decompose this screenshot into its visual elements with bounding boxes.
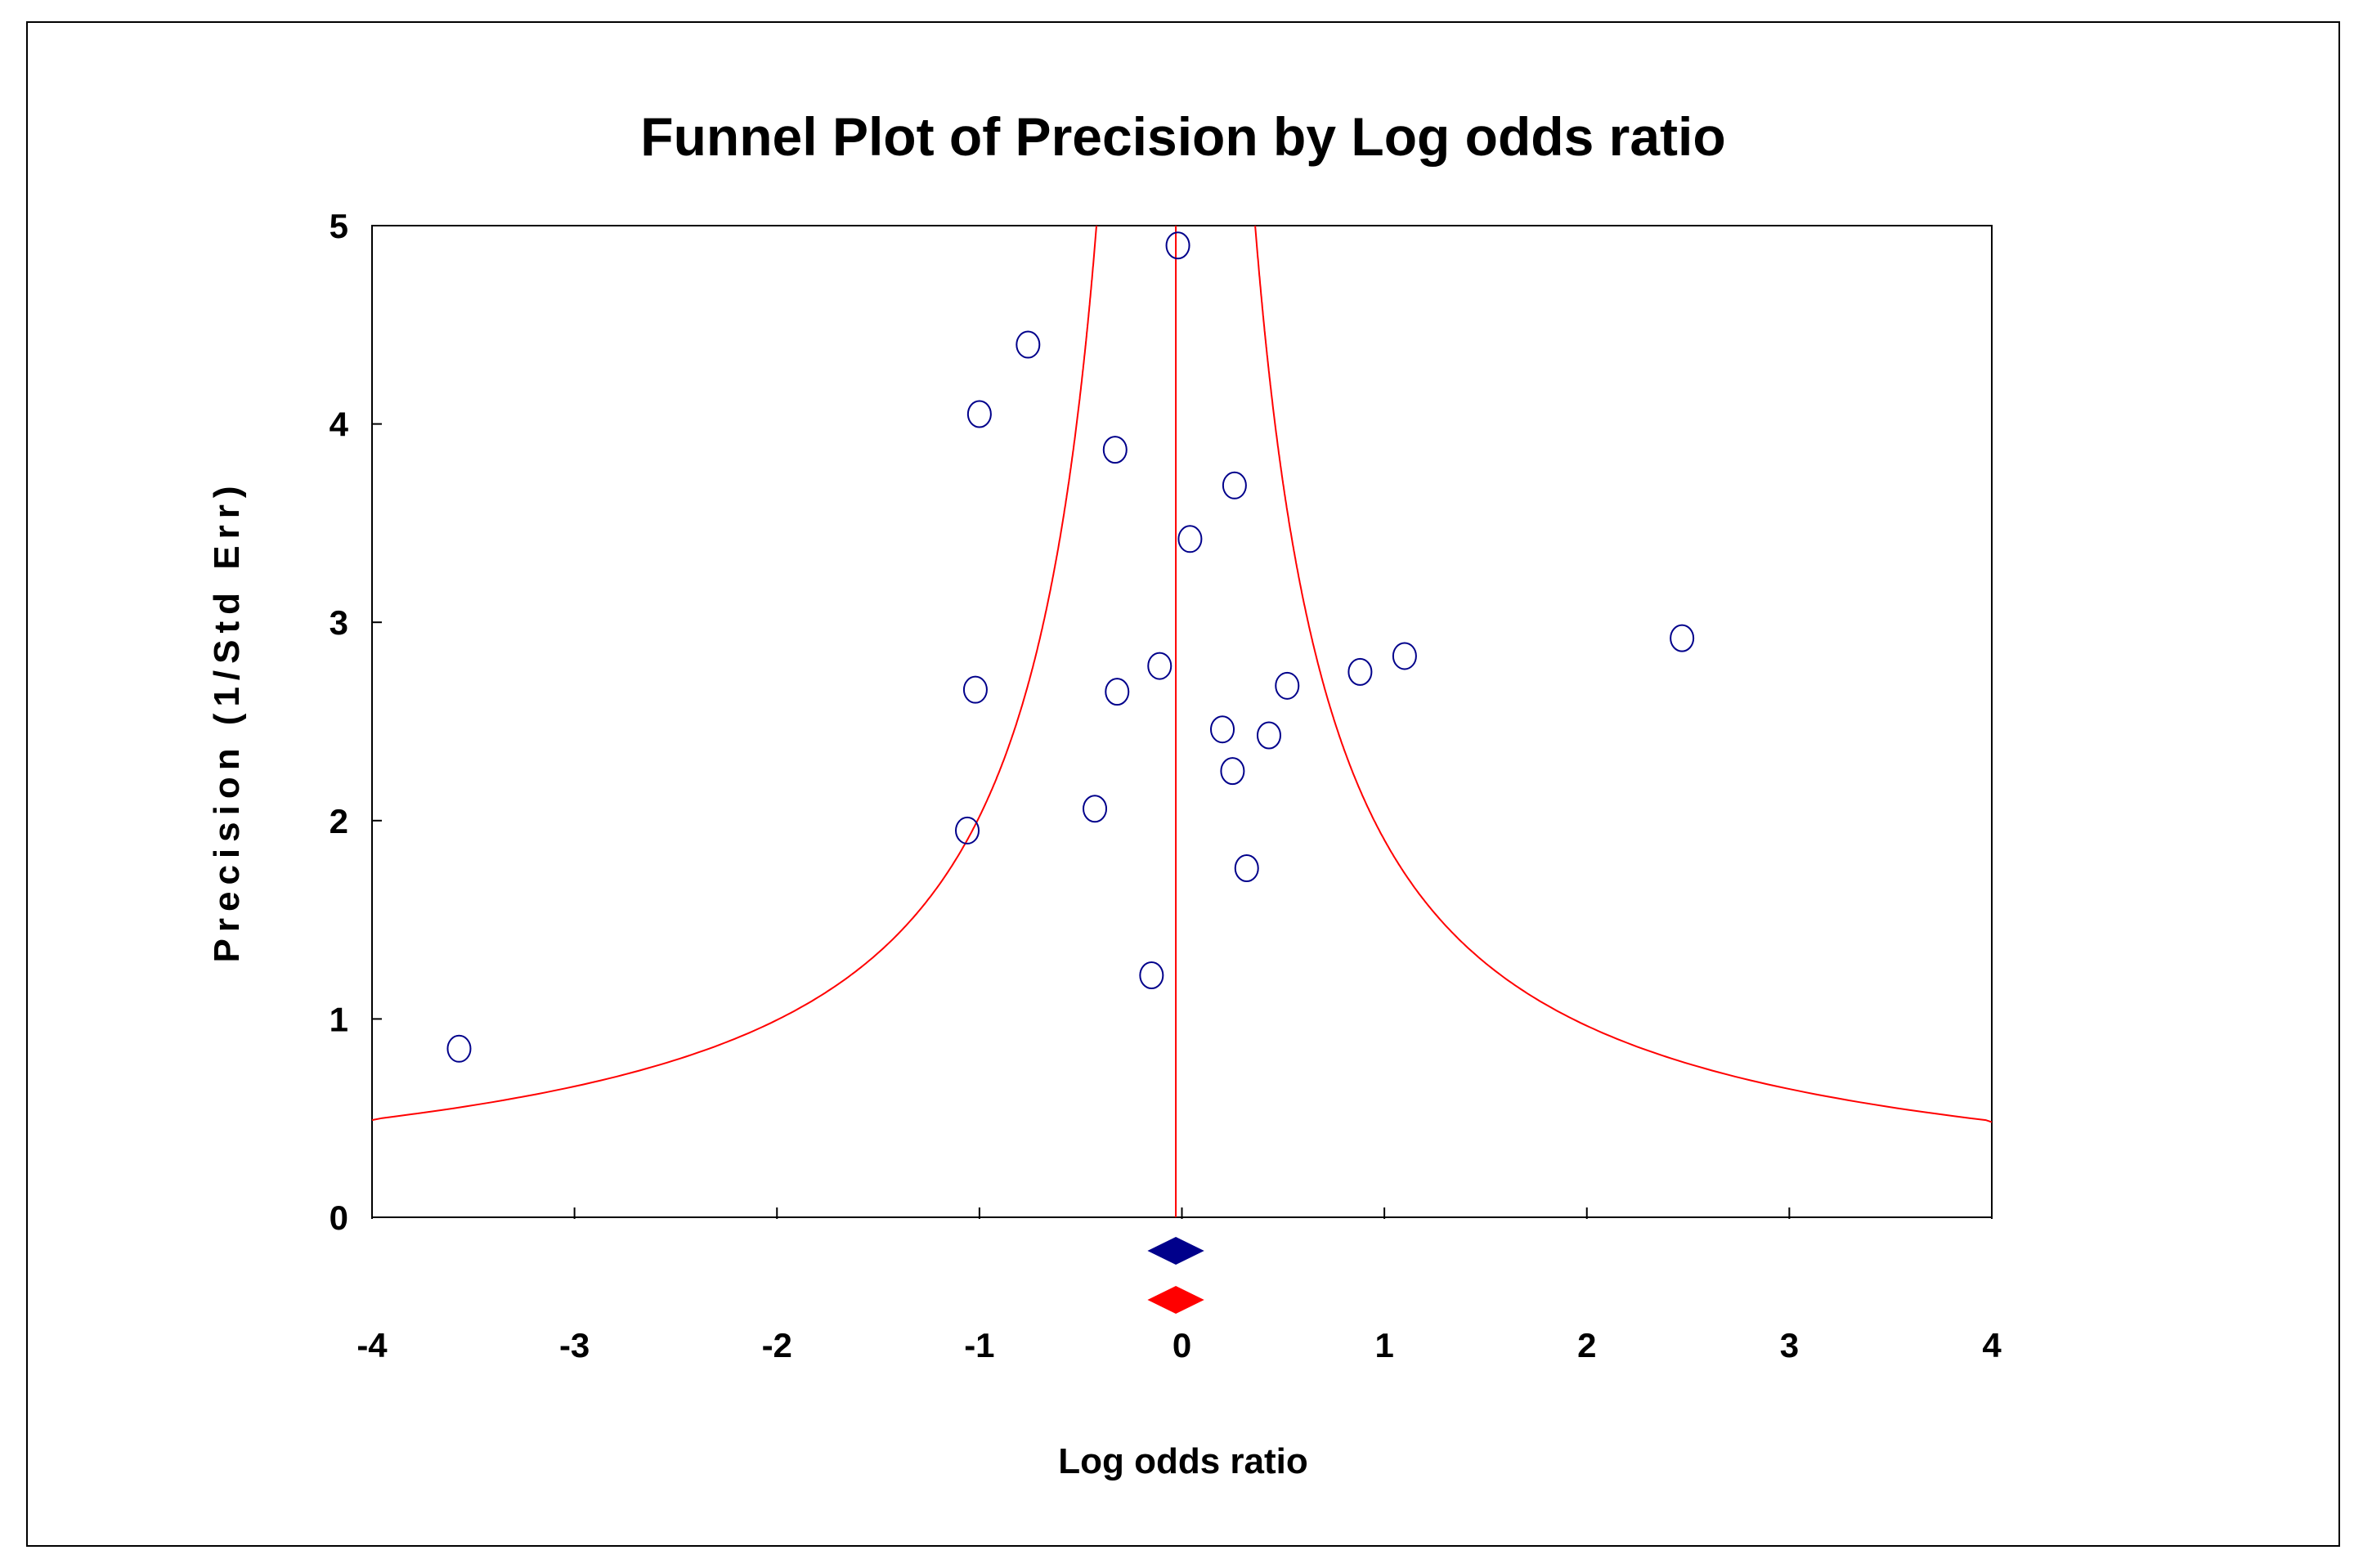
study-point xyxy=(1102,436,1128,464)
study-point xyxy=(1210,715,1235,744)
study-point xyxy=(962,675,988,704)
x-tick-label: 1 xyxy=(1374,1326,1393,1364)
y-axis-label: Precision (1/Std Err) xyxy=(207,479,247,962)
study-point xyxy=(1147,652,1173,680)
funnel-right-limit xyxy=(1254,225,1993,1123)
y-tick-label: 1 xyxy=(330,1000,348,1038)
x-tick-label: -1 xyxy=(964,1326,994,1364)
study-point xyxy=(1392,642,1417,670)
study-point xyxy=(1139,961,1164,990)
chart-title: Funnel Plot of Precision by Log odds rat… xyxy=(640,106,1725,167)
x-tick-label: 0 xyxy=(1173,1326,1191,1364)
study-point xyxy=(955,816,980,844)
study-point xyxy=(1220,757,1245,786)
study-point xyxy=(1670,624,1695,652)
funnel-left-limit xyxy=(371,225,1097,1122)
plot-area xyxy=(371,225,1993,1218)
study-point xyxy=(1177,525,1203,553)
y-axis: 0 1 2 3 4 5 xyxy=(330,207,382,1237)
y-tick-label: 2 xyxy=(330,802,348,840)
study-point xyxy=(1083,795,1108,823)
funnel-layer xyxy=(371,225,1993,1217)
x-tick-label: 3 xyxy=(1780,1326,1799,1364)
study-point xyxy=(1256,721,1281,750)
study-point xyxy=(446,1034,472,1063)
study-point xyxy=(1347,657,1373,686)
diamond-layer xyxy=(1147,1237,1204,1314)
study-point xyxy=(1234,854,1259,883)
x-axis: -4 -3 -2 -1 0 1 2 3 4 xyxy=(356,1207,2002,1364)
study-point xyxy=(1105,678,1130,706)
y-tick-label: 4 xyxy=(330,405,349,444)
study-point xyxy=(1016,330,1041,359)
x-tick-label: -4 xyxy=(356,1326,388,1364)
study-point xyxy=(966,400,992,428)
study-point xyxy=(1222,471,1247,500)
x-tick-label: -3 xyxy=(559,1326,590,1364)
x-tick-label: 4 xyxy=(1982,1326,2002,1364)
points-layer xyxy=(446,231,1695,1063)
imputed-summary-diamond xyxy=(1147,1286,1204,1314)
observed-summary-diamond xyxy=(1147,1237,1204,1265)
x-tick-label: -2 xyxy=(762,1326,792,1364)
y-tick-label: 3 xyxy=(330,603,348,642)
x-tick-label: 2 xyxy=(1577,1326,1596,1364)
y-tick-label: 5 xyxy=(330,207,348,245)
study-point xyxy=(1275,671,1300,700)
y-tick-label: 0 xyxy=(330,1198,348,1237)
study-point xyxy=(1165,231,1190,260)
x-axis-label: Log odds ratio xyxy=(1058,1441,1308,1481)
